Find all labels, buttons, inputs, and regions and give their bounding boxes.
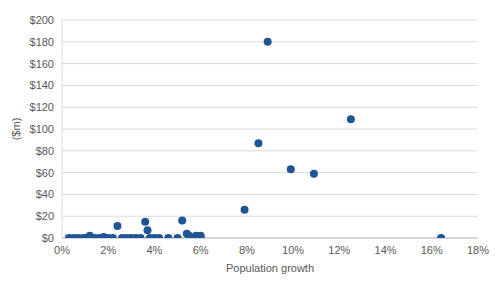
svg-text:12%: 12%: [328, 244, 350, 256]
svg-text:0%: 0%: [54, 244, 70, 256]
svg-text:Population growth: Population growth: [226, 262, 314, 274]
svg-text:$60: $60: [36, 167, 54, 179]
svg-text:$40: $40: [36, 188, 54, 200]
svg-text:10%: 10%: [282, 244, 304, 256]
svg-text:($m): ($m): [10, 118, 22, 141]
svg-text:6%: 6%: [193, 244, 209, 256]
svg-text:2%: 2%: [100, 244, 116, 256]
svg-text:$200: $200: [30, 14, 54, 26]
svg-text:$160: $160: [30, 58, 54, 70]
svg-text:4%: 4%: [146, 244, 162, 256]
svg-text:8%: 8%: [239, 244, 255, 256]
svg-text:$100: $100: [30, 123, 54, 135]
svg-text:$80: $80: [36, 145, 54, 157]
svg-text:$0: $0: [42, 232, 54, 244]
svg-text:18%: 18%: [467, 244, 489, 256]
svg-text:$120: $120: [30, 101, 54, 113]
svg-text:$180: $180: [30, 36, 54, 48]
svg-text:$20: $20: [36, 210, 54, 222]
svg-text:$140: $140: [30, 79, 54, 91]
svg-text:16%: 16%: [421, 244, 443, 256]
svg-text:14%: 14%: [375, 244, 397, 256]
